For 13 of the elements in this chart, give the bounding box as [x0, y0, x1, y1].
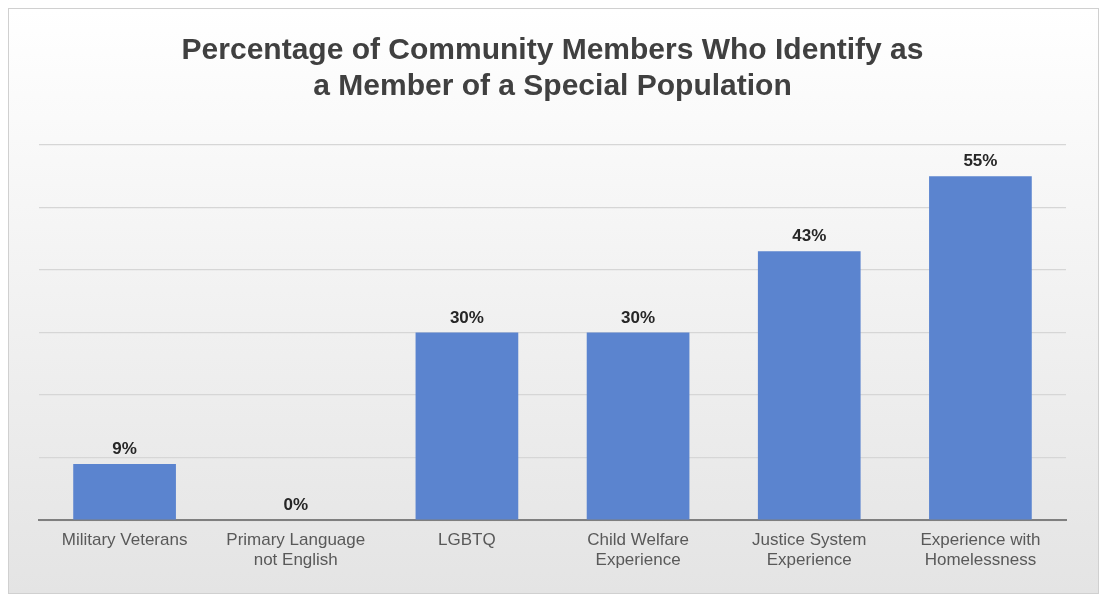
data-label: 55% [963, 151, 998, 171]
x-tick-label: LGBTQ [438, 530, 496, 550]
data-label: 43% [792, 226, 827, 246]
x-tick-label: Experience with Homelessness [920, 530, 1041, 570]
x-tick-label: Primary Language not English [226, 530, 366, 570]
chart-title: Percentage of Community Members Who Identify as a Member of a Special Population [181, 32, 924, 102]
data-label: 0% [283, 495, 309, 515]
x-tick-label: Justice System Experience [752, 530, 867, 570]
data-label: 30% [449, 307, 484, 327]
x-tick-label: Child Welfare Experience [587, 530, 689, 570]
data-label: 30% [621, 307, 656, 327]
data-label: 9% [112, 439, 137, 459]
x-tick-label: Military Veterans [61, 530, 188, 550]
